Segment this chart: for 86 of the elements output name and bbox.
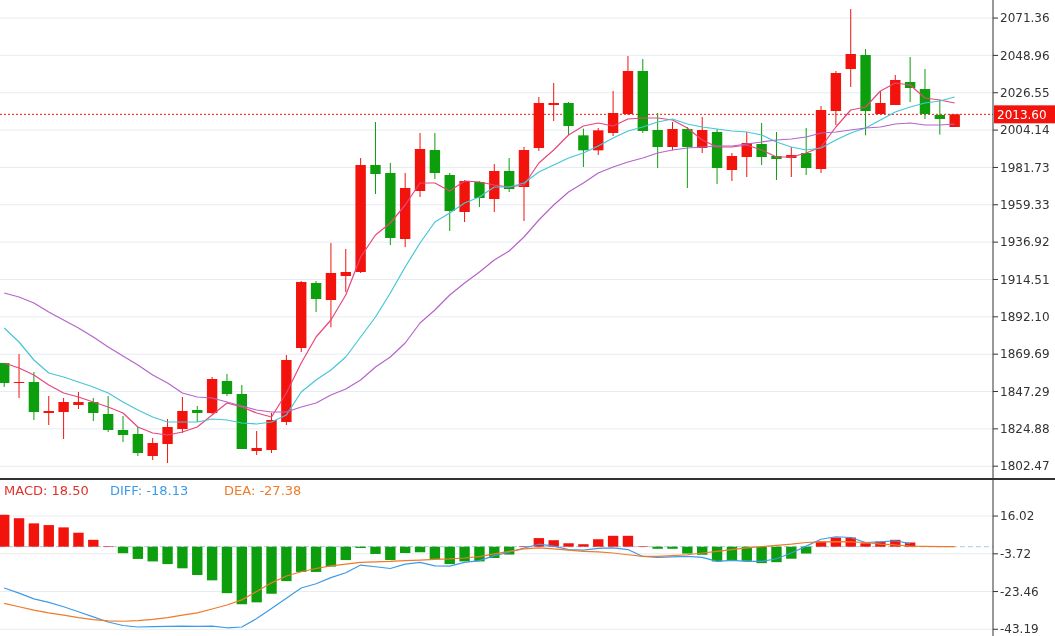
bar (593, 539, 604, 547)
bar (370, 546, 381, 554)
bar (236, 546, 248, 605)
y-tick-label: 1847.29 (1000, 384, 1050, 399)
y-tick-label: 1981.73 (1000, 160, 1050, 175)
bar (147, 546, 158, 562)
candlestick (934, 99, 946, 136)
y-tick-label: 1959.33 (1000, 197, 1050, 212)
candlestick (800, 127, 812, 176)
candlestick (147, 437, 158, 461)
candlestick (102, 395, 114, 433)
bar (652, 546, 663, 549)
bar (58, 527, 69, 547)
y-tick-label: 1892.10 (1000, 310, 1050, 325)
bar (296, 546, 307, 572)
candlestick (251, 430, 262, 456)
bar (399, 546, 411, 554)
bar (756, 546, 767, 564)
bar (340, 546, 351, 561)
bar (860, 543, 871, 547)
bar (771, 546, 782, 563)
bar (266, 546, 277, 594)
y-tick-label: 1824.88 (1000, 422, 1050, 437)
bar (667, 546, 678, 549)
y-tick-label: 1802.47 (1000, 459, 1050, 474)
candlestick (429, 132, 441, 180)
bar (563, 543, 574, 547)
bar (206, 546, 218, 581)
bar (682, 546, 693, 554)
bar (607, 535, 619, 547)
y-tick-label: -3.72 (1000, 547, 1032, 562)
bar (221, 546, 233, 594)
candlestick (162, 418, 173, 464)
bar (0, 514, 10, 547)
text: DEA: -27.38 (224, 483, 302, 498)
y-tick-label: 1914.51 (1000, 272, 1050, 287)
bar (251, 546, 262, 603)
candlestick (88, 397, 99, 422)
candlestick (370, 121, 381, 195)
candlestick (667, 121, 678, 151)
bar (177, 546, 188, 569)
bar (385, 546, 396, 561)
candlestick (132, 426, 144, 457)
bar (88, 539, 99, 547)
y-tick-label: 1869.69 (1000, 347, 1050, 362)
candlestick (117, 415, 129, 443)
bar (192, 546, 203, 575)
bar (325, 546, 337, 567)
y-tick-label: 16.02 (1000, 509, 1035, 524)
y-tick-label: 2071.36 (1000, 11, 1050, 26)
candlestick (756, 122, 767, 166)
text: DIFF: -18.13 (110, 483, 189, 498)
bar (132, 546, 144, 559)
bar (622, 535, 634, 547)
candlestick (563, 101, 574, 136)
bar (310, 546, 322, 572)
bar (73, 532, 84, 547)
candlestick (652, 112, 663, 169)
series-label: MACD: 18.50 (4, 483, 89, 498)
bar (578, 544, 589, 547)
y-tick-label: 1936.92 (1000, 235, 1050, 250)
candlestick (310, 280, 322, 313)
line-series (3, 540, 956, 622)
y-tick-label: 2048.96 (1000, 48, 1050, 63)
candlestick (221, 373, 233, 397)
bar (13, 518, 25, 547)
y-tick-label: -23.46 (1000, 584, 1039, 599)
candlestick (340, 248, 351, 293)
candlestick (845, 8, 856, 88)
candlestick (43, 395, 54, 426)
bar (28, 523, 40, 547)
bar (162, 546, 173, 565)
candlestick (726, 152, 738, 182)
bar (429, 546, 441, 559)
bar (281, 546, 292, 582)
line-series (3, 536, 911, 629)
y-tick-label: 2026.55 (1000, 85, 1050, 100)
candlestick (58, 397, 69, 440)
candlestick (682, 126, 693, 189)
candlestick (13, 353, 25, 399)
ref-line-label: 2013.60 (997, 107, 1047, 122)
bar (43, 525, 54, 547)
bar (800, 546, 812, 554)
y-tick-label: -43.19 (1000, 622, 1039, 636)
candlestick (578, 128, 589, 168)
y-tick-label: 2004.14 (1000, 123, 1050, 138)
